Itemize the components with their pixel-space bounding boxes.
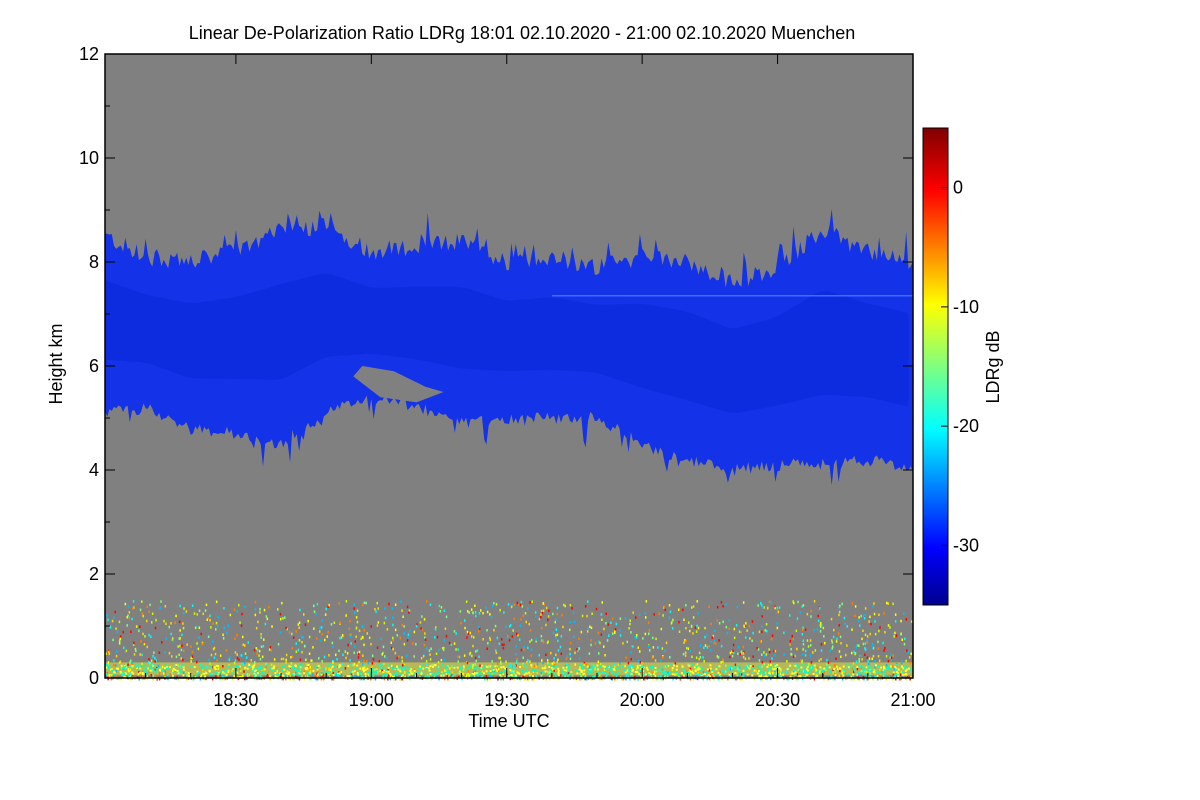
y-tick-label: 8: [89, 252, 99, 272]
y-tick-label: 0: [89, 668, 99, 688]
x-axis-label: Time UTC: [468, 711, 549, 731]
x-tick-label: 18:30: [213, 690, 258, 710]
y-tick-label: 12: [79, 44, 99, 64]
x-tick-label: 20:30: [755, 690, 800, 710]
x-axis: 18:30 19:00 19:30 20:00 20:30 21:00: [145, 54, 936, 710]
x-tick-label: 20:00: [620, 690, 665, 710]
colorbar-tick-label: -30: [953, 535, 979, 555]
y-axis-label: Height km: [46, 323, 66, 404]
y-tick-label: 2: [89, 564, 99, 584]
colorbar-tick-label: -10: [953, 297, 979, 317]
colorbar-label: LDRg dB: [983, 330, 1003, 403]
colorbar: [922, 127, 949, 606]
y-tick-label: 6: [89, 356, 99, 376]
y-tick-label: 10: [79, 148, 99, 168]
colorbar-tick-label: 0: [953, 178, 963, 198]
cloud-gap: [353, 366, 444, 403]
colorbar-axis: 0 -10 -20 -30: [941, 178, 979, 555]
y-tick-label: 4: [89, 460, 99, 480]
colorbar-tick-label: -20: [953, 416, 979, 436]
y-axis: 0 2 4 6 8 10 12: [79, 44, 913, 688]
x-tick-label: 21:00: [890, 690, 935, 710]
cloud-core: [105, 273, 909, 413]
chart-title: Linear De-Polarization Ratio LDRg 18:01 …: [189, 23, 855, 43]
x-tick-label: 19:30: [484, 690, 529, 710]
data-marks: [105, 209, 913, 681]
x-tick-label: 19:00: [349, 690, 394, 710]
